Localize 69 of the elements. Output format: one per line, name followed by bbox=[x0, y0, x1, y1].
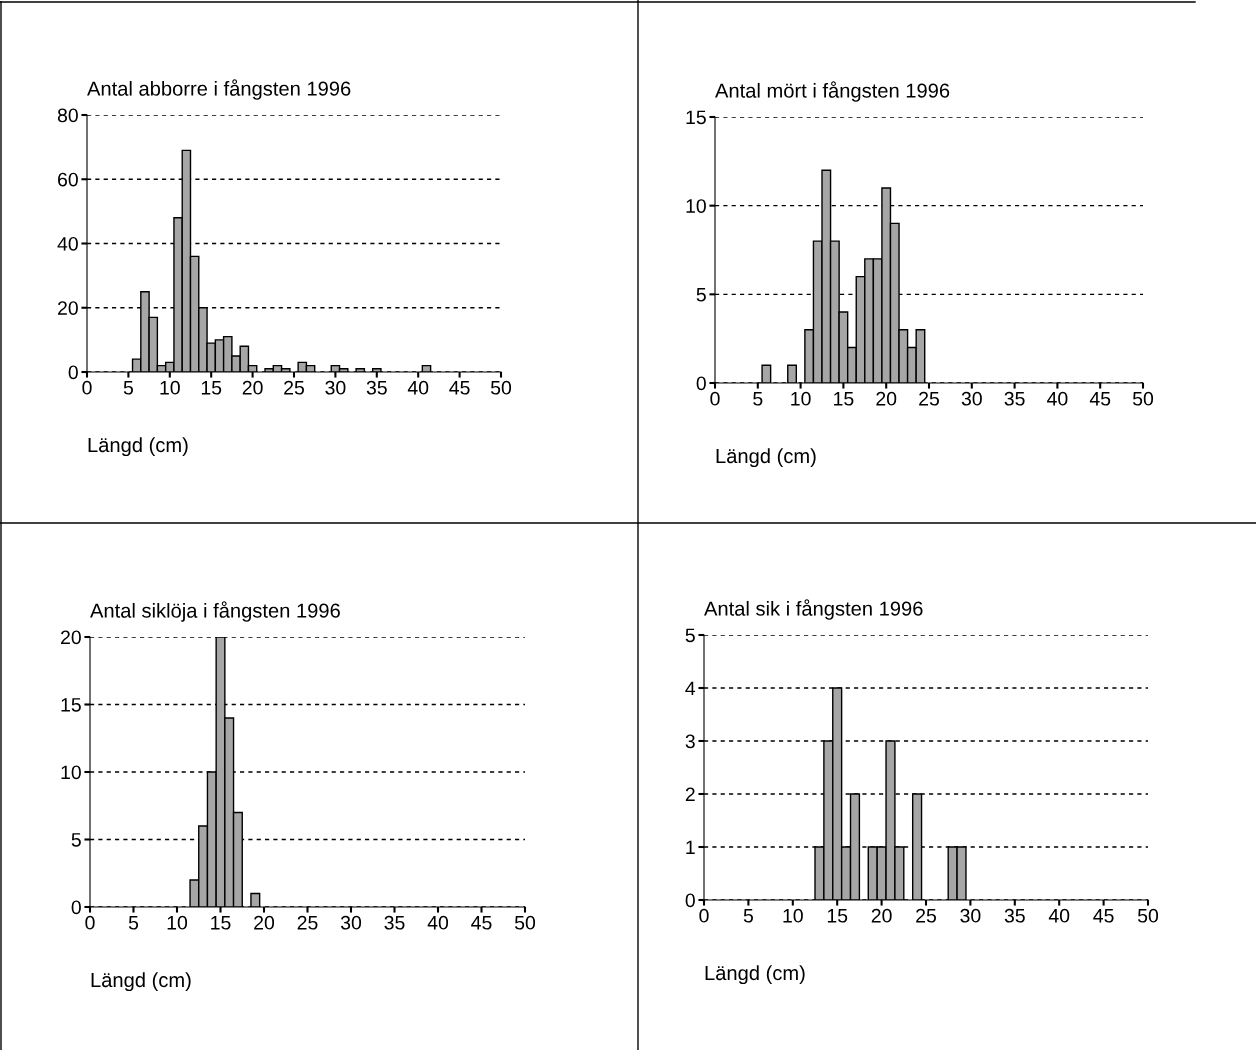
x-tick-label: 15 bbox=[834, 392, 854, 406]
y-tick-label: 15 bbox=[686, 110, 706, 125]
y-tick-label: 1 bbox=[686, 840, 695, 855]
x-tick-label: 5 bbox=[753, 392, 763, 406]
x-tick-label: 25 bbox=[297, 915, 318, 930]
x-tick-label: 5 bbox=[123, 381, 133, 395]
x-axis-title: Längd (cm) bbox=[88, 437, 188, 457]
chart-title: Antal sik i fångsten 1996 bbox=[704, 599, 923, 620]
x-tick-label: 45 bbox=[449, 381, 470, 395]
x-tick-label: 45 bbox=[1093, 909, 1114, 923]
x-axis-title: Längd (cm) bbox=[716, 448, 816, 468]
y-tick-label: 2 bbox=[685, 787, 695, 802]
x-axis-title: Längd (cm) bbox=[91, 972, 191, 992]
x-tick-label: 30 bbox=[325, 380, 346, 395]
x-tick-label: 35 bbox=[384, 915, 405, 930]
x-tick-label: 50 bbox=[490, 380, 512, 395]
x-tick-label: 20 bbox=[871, 908, 892, 923]
x-tick-label: 50 bbox=[1137, 908, 1159, 923]
x-tick-label: 15 bbox=[201, 381, 222, 395]
y-tick-label: 10 bbox=[61, 765, 81, 780]
y-tick-label: 10 bbox=[686, 199, 706, 213]
y-tick-label: 0 bbox=[68, 365, 78, 380]
y-tick-label: 5 bbox=[685, 628, 695, 643]
x-tick-label: 0 bbox=[82, 380, 92, 395]
y-tick-label: 40 bbox=[57, 236, 78, 251]
x-axis-title: Längd (cm) bbox=[705, 965, 805, 985]
x-tick-label: 30 bbox=[340, 915, 362, 930]
x-tick-label: 10 bbox=[783, 908, 803, 923]
x-tick-label: 30 bbox=[960, 908, 981, 923]
x-tick-label: 35 bbox=[366, 380, 387, 395]
x-tick-label: 50 bbox=[514, 915, 536, 930]
y-tick-label: 3 bbox=[685, 734, 695, 749]
y-tick-label: 20 bbox=[61, 630, 81, 645]
y-tick-label: 4 bbox=[685, 681, 696, 696]
x-tick-label: 15 bbox=[827, 909, 848, 923]
x-tick-label: 35 bbox=[1004, 908, 1025, 923]
chart-title: Antal mört i fångsten 1996 bbox=[715, 81, 950, 102]
y-tick-label: 5 bbox=[696, 288, 706, 302]
y-tick-label: 80 bbox=[57, 108, 78, 123]
x-tick-label: 25 bbox=[916, 908, 936, 923]
y-tick-label: 20 bbox=[58, 301, 78, 315]
y-tick-label: 15 bbox=[61, 698, 81, 712]
x-tick-label: 25 bbox=[284, 380, 304, 395]
y-tick-label: 5 bbox=[71, 833, 81, 847]
x-tick-label: 20 bbox=[876, 391, 897, 406]
x-tick-label: 35 bbox=[1004, 391, 1025, 406]
x-tick-label: 25 bbox=[919, 391, 939, 406]
x-tick-label: 20 bbox=[254, 915, 275, 930]
x-tick-label: 40 bbox=[427, 915, 449, 930]
x-tick-label: 20 bbox=[242, 380, 263, 395]
x-tick-label: 5 bbox=[128, 916, 139, 930]
x-tick-label: 40 bbox=[1047, 391, 1068, 406]
x-tick-label: 10 bbox=[791, 391, 811, 406]
x-tick-label: 0 bbox=[85, 915, 95, 930]
x-tick-label: 0 bbox=[710, 391, 720, 406]
x-tick-label: 40 bbox=[407, 380, 429, 395]
x-tick-label: 5 bbox=[743, 909, 753, 923]
x-tick-label: 45 bbox=[471, 916, 492, 930]
x-tick-label: 10 bbox=[167, 915, 188, 930]
x-tick-label: 15 bbox=[211, 916, 231, 930]
y-tick-label: 0 bbox=[685, 893, 695, 908]
chart-title: Antal siklöja i fångsten 1996 bbox=[90, 601, 340, 622]
x-tick-label: 10 bbox=[160, 380, 180, 395]
x-tick-label: 50 bbox=[1132, 391, 1154, 406]
x-tick-label: 30 bbox=[961, 391, 982, 406]
x-tick-label: 40 bbox=[1048, 908, 1070, 923]
chart-title: Antal abborre i fångsten 1996 bbox=[87, 79, 351, 100]
y-tick-label: 60 bbox=[58, 172, 78, 187]
x-tick-label: 45 bbox=[1089, 392, 1111, 406]
